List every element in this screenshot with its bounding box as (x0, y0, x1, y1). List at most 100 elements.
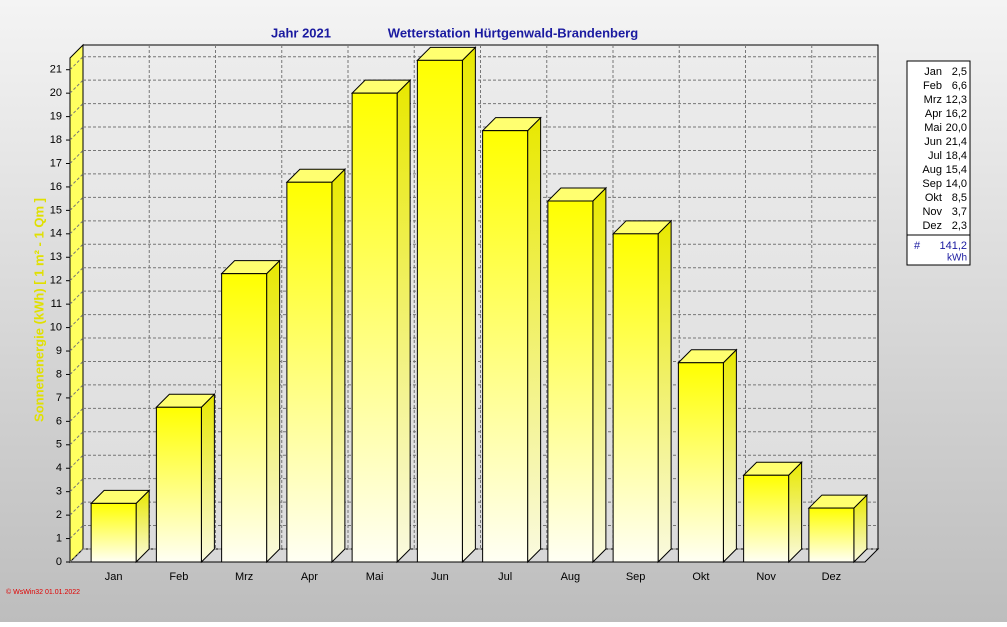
grid-line-wall (69, 220, 84, 235)
legend-label: Nov (922, 206, 942, 218)
bar-side (200, 393, 215, 564)
bar (808, 507, 855, 563)
legend-label: Jun (924, 136, 942, 148)
legend-label: Okt (925, 192, 942, 204)
legend-value: 20,0 (946, 122, 967, 134)
grid-line-wall (69, 431, 84, 446)
grid-line-wall (69, 126, 84, 141)
x-tick-label: Mrz (235, 571, 253, 583)
grid-line-wall (69, 337, 84, 352)
y-tick-label: 7 (56, 392, 62, 404)
grid-line-wall (69, 173, 84, 188)
x-tick-label: Sep (626, 571, 646, 583)
bar (286, 181, 333, 563)
chart-title: Jahr 2021 (271, 25, 331, 40)
y-tick-label: 4 (56, 462, 62, 474)
legend-label: Mai (924, 122, 942, 134)
grid-line-wall (69, 454, 84, 469)
bar-side (592, 186, 607, 564)
y-tick-label: 2 (56, 509, 62, 521)
y-tick-label: 16 (50, 181, 62, 193)
grid-line-wall (69, 150, 84, 164)
chart-subtitle: Wetterstation Hürtgenwald-Brandenberg (388, 25, 638, 40)
legend-value: 14,0 (946, 178, 967, 190)
grid-line-wall (69, 361, 84, 375)
bar-side (331, 168, 346, 564)
x-tick-label: Feb (169, 571, 188, 583)
legend-value: 2,3 (952, 220, 967, 232)
y-tick-label: 20 (50, 87, 62, 99)
grid-line-wall (69, 501, 84, 516)
y-tick-label: 1 (56, 532, 62, 544)
grid-line-wall (69, 290, 84, 305)
y-tick-label: 3 (56, 486, 62, 498)
bar-side (266, 259, 281, 564)
legend-box (906, 60, 971, 266)
bar (90, 502, 137, 563)
bar-side (396, 78, 411, 564)
y-tick-label: 10 (50, 321, 62, 333)
bar-side (722, 348, 737, 564)
legend-total-unit: kWh (947, 253, 967, 264)
y-tick-label: 5 (56, 439, 62, 451)
bar-side (788, 461, 803, 564)
x-tick-label: Okt (692, 571, 709, 583)
grid-line-wall (69, 267, 84, 282)
y-tick-label: 9 (56, 345, 62, 357)
x-tick-label: Jul (498, 571, 512, 583)
y-tick-label: 17 (50, 157, 62, 169)
bar (612, 233, 659, 563)
left-wall (69, 43, 84, 564)
y-tick-label: 0 (56, 556, 62, 568)
legend-label: Jan (924, 66, 942, 78)
bar (482, 130, 529, 563)
y-tick-label: 15 (50, 204, 62, 216)
y-tick-label: 14 (50, 228, 62, 240)
bar (677, 362, 724, 563)
y-tick-label: 18 (50, 134, 62, 146)
x-tick-label: Jan (105, 571, 123, 583)
bar-side (657, 219, 672, 564)
legend-label: Mrz (924, 94, 942, 106)
grid-line-wall (69, 525, 84, 539)
bar (155, 406, 202, 563)
legend-total-marker: # (914, 240, 921, 252)
y-tick-label: 13 (50, 251, 62, 263)
legend-label: Apr (925, 108, 942, 120)
y-tick-label: 8 (56, 368, 62, 380)
grid-line-wall (69, 56, 84, 71)
legend-label: Dez (922, 220, 942, 232)
grid-line-wall (69, 314, 84, 328)
grid-line-wall (69, 407, 84, 422)
x-tick-label: Jun (431, 571, 449, 583)
bar (221, 273, 268, 563)
y-tick-label: 12 (50, 275, 62, 287)
grid-line-wall (69, 243, 84, 258)
grid-line-wall (69, 548, 84, 563)
y-axis-label: Sonnenenergie (kWh) [ 1 m² - 1 Qm ] (31, 198, 46, 422)
legend-value: 16,2 (946, 108, 967, 120)
y-tick-label: 6 (56, 415, 62, 427)
grid-line-wall (69, 197, 84, 211)
legend-value: 3,7 (952, 206, 967, 218)
footer: © WsWin32 01.01.2022 (6, 588, 80, 596)
bar (416, 59, 463, 563)
bar-side (527, 116, 542, 564)
bar (351, 92, 398, 563)
y-tick-label: 19 (50, 111, 62, 123)
bar (743, 474, 790, 563)
y-tick-label: 21 (50, 64, 62, 76)
legend-label: Sep (922, 178, 942, 190)
legend-value: 18,4 (946, 150, 967, 162)
legend-label: Aug (922, 164, 942, 176)
x-tick-label: Aug (561, 571, 581, 583)
legend-label: Jul (928, 150, 942, 162)
x-tick-label: Nov (756, 571, 776, 583)
legend-value: 21,4 (946, 136, 967, 148)
y-tick-label: 11 (51, 298, 62, 310)
bar (547, 200, 594, 563)
legend-value: 6,6 (952, 80, 967, 92)
legend-value: 15,4 (946, 164, 967, 176)
legend-value: 12,3 (946, 94, 967, 106)
